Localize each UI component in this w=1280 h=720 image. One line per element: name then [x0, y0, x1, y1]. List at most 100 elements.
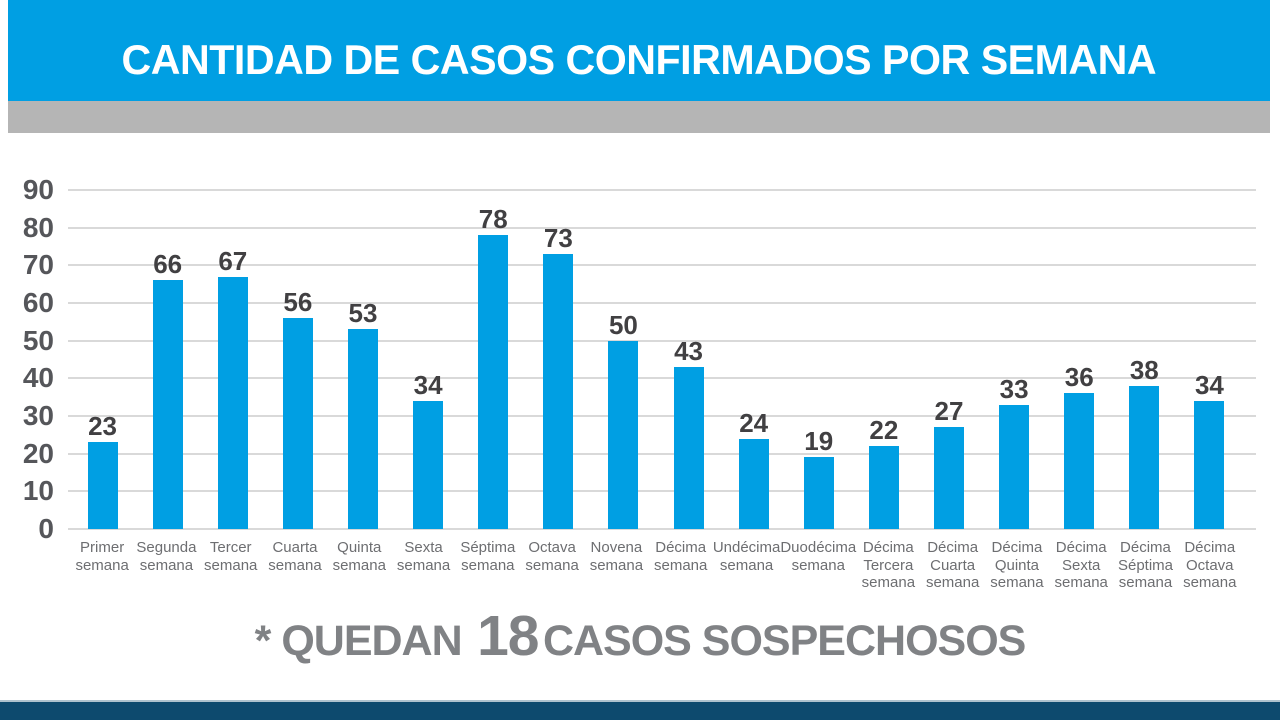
- bar-value-label: 73: [543, 223, 573, 253]
- x-axis-category-label: Duodécima semana: [780, 539, 856, 592]
- footnote-space: [466, 617, 477, 665]
- x-axis-category-line: Décima: [1184, 539, 1236, 556]
- x-axis-category-label: Primer semana: [70, 539, 134, 592]
- x-axis-category-label: Décima semana: [649, 539, 713, 592]
- bar-slot: 34: [1177, 190, 1242, 529]
- bar: [347, 329, 378, 529]
- bar-slot: 53: [330, 190, 395, 529]
- y-axis-tick-label: 40: [22, 362, 54, 394]
- x-axis-category-line: Séptima: [460, 539, 516, 556]
- gridline: [68, 339, 1256, 342]
- x-axis-category-label: Cuarta semana: [263, 539, 327, 592]
- x-axis-category-line: Tercer: [209, 539, 252, 556]
- x-axis-category-label: Novena semana: [584, 539, 648, 592]
- bar-slot: 43: [656, 190, 721, 529]
- gridline: [68, 415, 1256, 417]
- x-axis-category-line: semana: [332, 556, 386, 574]
- x-axis-category-line: Octava: [1186, 556, 1234, 574]
- x-axis-category-label: Décima Tercera semana: [856, 539, 920, 592]
- x-axis: Primer semana Segunda semana Tercer semana Cua…: [70, 539, 1242, 592]
- x-axis-category-label: Décima Séptima semana: [1113, 539, 1177, 592]
- y-axis-tick-label: 10: [22, 475, 54, 507]
- bar-value-label: 22: [869, 415, 899, 446]
- x-axis-category-line: Cuarta: [930, 556, 976, 574]
- bar-value-label: 33: [999, 373, 1029, 404]
- bar: [608, 340, 639, 529]
- x-axis-category-line: semana: [204, 556, 258, 574]
- x-axis-category-label: Décima Octava semana: [1178, 539, 1242, 592]
- x-axis-category-label: Décima Sexta semana: [1049, 539, 1113, 592]
- bar-slot: 24: [721, 190, 786, 529]
- bar-slot: 23: [70, 190, 135, 529]
- bar-slot: 27: [916, 190, 981, 529]
- footnote-number: 18: [477, 604, 539, 668]
- x-axis-category-line: semana: [139, 556, 194, 574]
- x-axis-category-line: Décima: [862, 539, 914, 556]
- gridline: [68, 528, 1256, 530]
- bar: [87, 442, 118, 529]
- y-axis-tick-label: 70: [22, 249, 54, 281]
- x-axis-category-line: semana: [861, 574, 916, 591]
- gridline: [68, 264, 1256, 267]
- bar-slot: 34: [396, 190, 461, 529]
- gridline: [68, 377, 1256, 380]
- bar-value-label: 67: [218, 245, 248, 276]
- x-axis-category-line: Sexta: [1062, 556, 1101, 574]
- bar-slot: 78: [461, 190, 526, 529]
- x-axis-category-line: semana: [925, 574, 980, 591]
- bar: [152, 280, 183, 529]
- x-axis-category-line: semana: [1183, 574, 1237, 591]
- x-axis-category-line: semana: [75, 556, 129, 574]
- x-axis-category-line: semana: [990, 574, 1044, 591]
- x-axis-category-line: Tercera: [863, 556, 914, 574]
- x-axis-category-label: Octava semana: [520, 539, 584, 592]
- y-axis-tick-label: 90: [22, 174, 54, 205]
- bar-value-label: 27: [934, 396, 964, 427]
- bar: [282, 318, 313, 529]
- bar-slot: 36: [1047, 190, 1112, 529]
- bar: [673, 367, 704, 529]
- bar-value-label: 23: [88, 411, 118, 442]
- x-axis-category-line: Sexta: [404, 539, 443, 556]
- bar: [1064, 393, 1095, 529]
- bar-value-label: 50: [608, 309, 638, 340]
- bar-value-label: 38: [1129, 354, 1159, 385]
- gridline: [68, 302, 1256, 304]
- x-axis-category-line: semana: [396, 556, 451, 574]
- x-axis-category-line: semana: [461, 556, 515, 574]
- x-axis-category-line: Novena: [590, 539, 643, 556]
- header-band: CANTIDAD DE CASOS CONFIRMADOS POR SEMANA: [8, 0, 1270, 101]
- y-axis-tick-label: 60: [22, 287, 54, 318]
- y-axis-tick-label: 50: [22, 324, 54, 356]
- header-divider-band: [8, 101, 1270, 133]
- bar-slot: 38: [1112, 190, 1177, 529]
- bar: [999, 404, 1030, 529]
- x-axis-category-line: semana: [719, 556, 774, 574]
- bar-slot: 73: [526, 190, 591, 529]
- bar-value-label: 66: [153, 249, 183, 280]
- x-axis-category-label: Quinta semana: [327, 539, 391, 592]
- plot-area: [68, 189, 1256, 530]
- x-axis-category-line: Quinta: [337, 539, 382, 556]
- x-axis-category-line: semana: [268, 556, 322, 574]
- bar-slot: 22: [851, 190, 916, 529]
- bar: [1194, 400, 1225, 529]
- bar: [868, 446, 899, 529]
- bar: [933, 427, 964, 529]
- x-axis-category-label: Undécima semana: [713, 539, 781, 592]
- bar-value-label: 19: [804, 426, 834, 457]
- x-axis-category-line: Décima: [927, 539, 979, 556]
- bar: [803, 457, 834, 529]
- bar-slot: 56: [265, 190, 330, 529]
- x-axis-category-line: Cuarta: [272, 539, 318, 556]
- x-axis-category-line: Séptima: [1117, 556, 1173, 574]
- bar-value-label: 56: [283, 287, 313, 318]
- x-axis-category-label: Segunda semana: [134, 539, 198, 592]
- x-axis-category-line: Primer: [80, 539, 125, 556]
- x-axis-category-line: Quinta: [994, 556, 1040, 574]
- bar-value-label: 36: [1064, 362, 1094, 393]
- bar-value-label: 43: [674, 336, 703, 366]
- x-axis-category-line: Octava: [528, 539, 576, 556]
- x-axis-category-label: Tercer semana: [199, 539, 263, 592]
